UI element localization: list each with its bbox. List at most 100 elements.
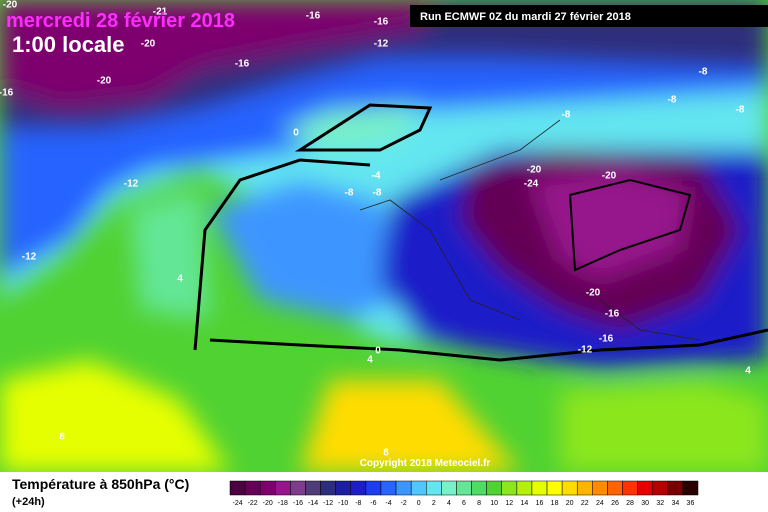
contour-label: -8	[699, 67, 708, 78]
scale-swatch	[637, 480, 653, 496]
scale-swatch	[290, 480, 306, 496]
copyright: Copyright 2018 Meteociel.fr	[360, 458, 491, 469]
contour-label: -20	[3, 0, 18, 11]
contour-label: -12	[124, 179, 139, 190]
map-field: -20-21 -16-16-20 -12-16-20-16-8-8-8-80-12-…	[0, 0, 768, 472]
color-scale: -24 -22 -20 -18 -16 -14 -12 -10 -8 -6 -4 -2 0 2 4 6 8 10 1…	[229, 480, 699, 507]
contour-label: 0	[293, 128, 299, 139]
contour-label: -24	[524, 179, 539, 190]
scale-swatch	[426, 480, 442, 496]
scale-swatch	[441, 480, 457, 496]
scale-label: 12	[505, 500, 513, 507]
scale-swatch	[501, 480, 518, 496]
contour-label: -8	[345, 188, 354, 199]
contour-label: -12	[578, 345, 593, 356]
scale-label: 4	[447, 500, 451, 507]
scale-label: 26	[611, 500, 619, 507]
map-title: mercredi 28 février 2018	[6, 10, 235, 32]
scale-swatch	[305, 480, 321, 496]
scale-swatch	[380, 480, 397, 496]
scale-label: 14	[520, 500, 528, 507]
contour-label: -4	[372, 171, 381, 182]
contour-label: 0	[375, 346, 381, 357]
scale-label: 8	[477, 500, 481, 507]
contour-label: -20	[586, 288, 601, 299]
contour-label: -20	[527, 165, 542, 176]
contour-label: -16	[306, 11, 321, 22]
contour-labels: -20-21 -16-16-20 -12-16-20-16-8-8-8-80-12-…	[0, 0, 751, 459]
scale-swatch	[335, 480, 352, 496]
run-info: Run ECMWF 0Z du mardi 27 février 2018	[420, 11, 631, 23]
scale-swatch	[607, 480, 623, 496]
scale-label: -24	[232, 500, 242, 507]
scale-swatch	[561, 480, 578, 496]
scale-label: -10	[338, 500, 348, 507]
contour-label: -8	[373, 188, 382, 199]
contour-label: -21	[153, 7, 168, 18]
legend-title: Température à 850hPa (°C)	[12, 476, 189, 492]
scale-label: 6	[462, 500, 466, 507]
contour-label: -8	[668, 95, 677, 106]
scale-label: -2	[400, 500, 406, 507]
contour-label: -16	[374, 17, 389, 28]
scale-swatch	[229, 480, 246, 496]
scale-swatch	[395, 480, 412, 496]
contour-label: -8	[736, 105, 745, 116]
contour-label: 4	[745, 366, 751, 377]
contour-label: -16	[599, 334, 614, 345]
contour-label: -16	[0, 88, 14, 99]
scale-swatch	[456, 480, 472, 496]
contour-label: 8	[59, 432, 65, 443]
contour-label: -20	[97, 76, 112, 87]
run-box	[410, 5, 768, 27]
contour-label: -20	[602, 171, 617, 182]
scale-label: 16	[536, 500, 544, 507]
scale-swatch	[365, 480, 382, 496]
scale-label: 0	[417, 500, 421, 507]
scale-label: 34	[671, 500, 679, 507]
scale-label: 32	[656, 500, 664, 507]
scale-label: 20	[566, 500, 574, 507]
contour-label: 8	[383, 448, 389, 459]
scale-swatch	[410, 480, 427, 496]
local-time: 1:00 locale	[12, 32, 125, 57]
scale-label: -6	[370, 500, 376, 507]
scale-swatch	[516, 480, 533, 496]
contour-label: -20	[141, 39, 156, 50]
scale-label: -4	[385, 500, 391, 507]
scale-label: -12	[323, 500, 333, 507]
contour-label: -12	[374, 39, 389, 50]
scale-swatch	[486, 480, 502, 496]
scale-swatch	[592, 480, 608, 496]
scale-label: 22	[581, 500, 589, 507]
scale-label: -14	[308, 500, 318, 507]
scale-label: 18	[551, 500, 559, 507]
contour-label: -16	[605, 309, 620, 320]
scale-label: 36	[687, 500, 695, 507]
scale-swatch	[531, 480, 548, 496]
scale-swatch	[546, 480, 563, 496]
scale-swatch	[622, 480, 638, 496]
contour-label: 4	[177, 274, 183, 285]
scale-swatch	[682, 480, 699, 496]
scale-label: 10	[490, 500, 498, 507]
scale-label: 2	[432, 500, 436, 507]
scale-swatch	[275, 480, 291, 496]
scale-swatch	[350, 480, 367, 496]
scale-label: 30	[641, 500, 649, 507]
contour-label: -16	[235, 59, 250, 70]
scale-label: 24	[596, 500, 604, 507]
scale-swatch	[576, 480, 593, 496]
scale-label: -16	[293, 500, 303, 507]
contour-label: -12	[22, 252, 37, 263]
contour-label: -8	[562, 110, 571, 121]
scale-swatch	[259, 480, 276, 496]
scale-swatch	[244, 480, 261, 496]
contour-label: 4	[367, 355, 373, 366]
scale-swatch	[652, 480, 669, 496]
scale-swatch	[320, 480, 336, 496]
scale-label: -20	[263, 500, 273, 507]
scale-label: -18	[278, 500, 288, 507]
